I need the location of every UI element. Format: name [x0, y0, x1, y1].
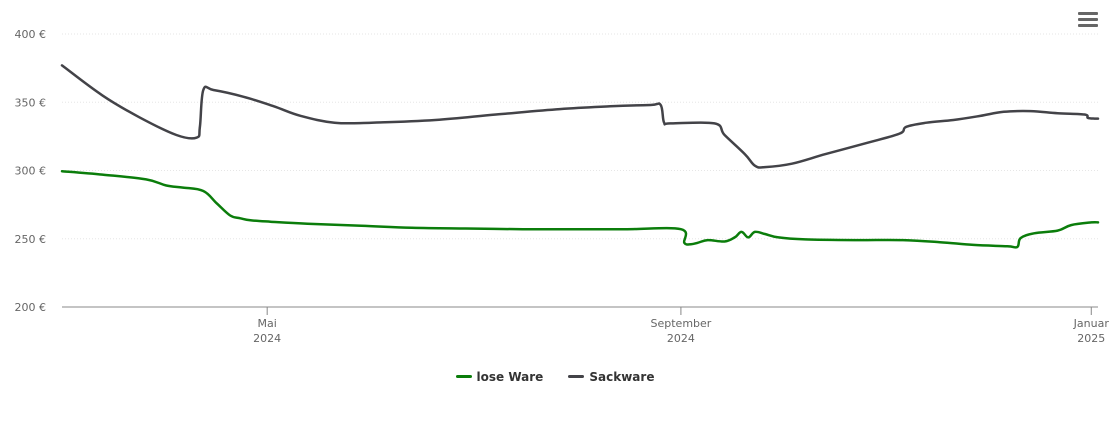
y-tick-label: 350 €	[15, 96, 47, 109]
x-axis: Mai 2024 September 2024 Januar 2025	[62, 306, 1110, 345]
chart-menu-icon[interactable]	[1078, 12, 1098, 30]
x-tick-label: September	[651, 317, 712, 330]
legend-label-sackware: Sackware	[589, 369, 655, 384]
series-line-lose-ware[interactable]	[60, 169, 1100, 249]
legend: lose Ware Sackware	[0, 363, 1110, 384]
series-line-sackware[interactable]	[60, 64, 1100, 169]
y-tick-label: 300 €	[15, 165, 47, 178]
x-tick-label: Januar	[1073, 317, 1110, 330]
x-tick-label: Mai	[258, 317, 277, 330]
x-tick-year: 2024	[667, 332, 695, 345]
y-tick-label: 250 €	[15, 233, 47, 246]
y-tick-label: 400 €	[15, 28, 47, 41]
legend-swatch-sackware	[568, 375, 585, 378]
legend-swatch-lose-ware	[455, 375, 472, 378]
y-axis: 400 € 350 € 300 € 250 € 200 €	[15, 28, 47, 314]
grid-lines	[62, 33, 1098, 240]
legend-item-sackware[interactable]: Sackware	[568, 370, 654, 384]
legend-label-lose-ware: lose Ware	[476, 369, 544, 384]
x-tick-year: 2025	[1077, 332, 1105, 345]
legend-item-lose-ware[interactable]: lose Ware	[455, 369, 544, 384]
series-lines	[60, 64, 1100, 249]
y-tick-label: 200 €	[15, 301, 47, 314]
x-tick-year: 2024	[253, 332, 281, 345]
